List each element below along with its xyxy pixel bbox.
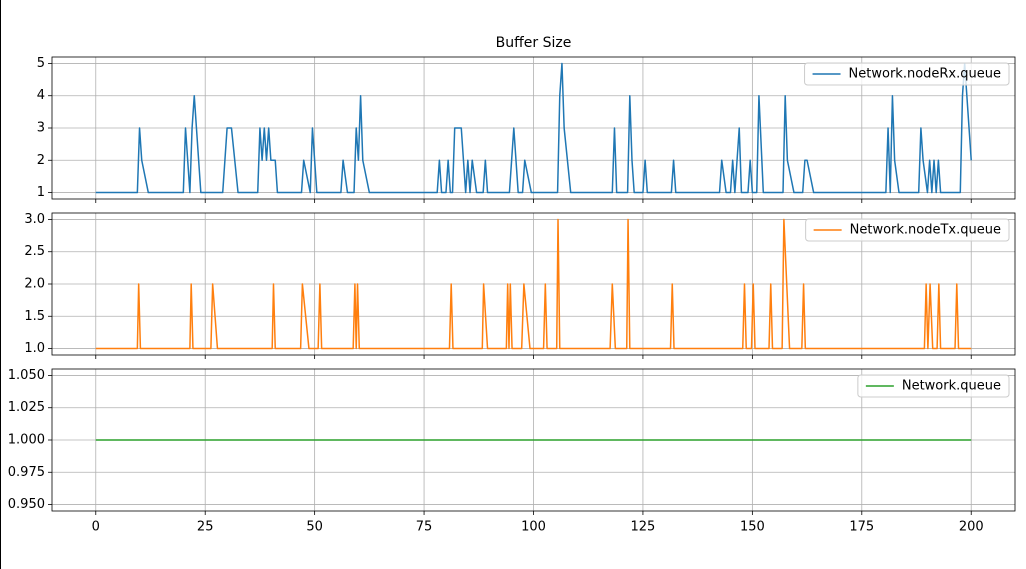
x-tick-label: 0 (92, 520, 100, 535)
legend-box (857, 374, 1010, 398)
x-tick-label: 150 (740, 520, 765, 535)
x-tick-label: 75 (416, 520, 433, 535)
x-tick-label: 125 (631, 520, 656, 535)
legend-box (805, 218, 1010, 242)
y-tick-label: 1.025 (8, 400, 45, 415)
series-line (95, 218, 972, 350)
x-tick-label: 25 (197, 520, 214, 535)
y-tick-label: 1.000 (8, 433, 45, 448)
y-tick-label: 5 (37, 56, 45, 71)
series-line (95, 62, 972, 194)
legend: Network.queue (857, 374, 1010, 398)
y-tick-label: 3.0 (24, 212, 45, 227)
legend-label: Network.nodeRx.queue (849, 67, 1001, 82)
axes-frame (51, 56, 1016, 200)
y-tick-label: 4 (37, 88, 45, 103)
y-tick-label: 2.0 (24, 277, 45, 292)
legend-label: Network.queue (902, 379, 1001, 394)
axes-frame (51, 368, 1016, 512)
x-tick-label: 100 (521, 520, 546, 535)
x-tick-label: 50 (306, 520, 323, 535)
legend: Network.nodeTx.queue (805, 218, 1010, 242)
x-tick-label: 175 (849, 520, 874, 535)
y-tick-label: 1 (37, 185, 45, 200)
chart-title: Buffer Size (496, 35, 572, 51)
legend: Network.nodeRx.queue (804, 62, 1010, 86)
y-tick-label: 2 (37, 153, 45, 168)
y-tick-label: 2.5 (24, 244, 45, 259)
y-tick-label: 1.0 (24, 341, 45, 356)
y-tick-label: 1.5 (24, 309, 45, 324)
legend-label: Network.nodeTx.queue (850, 223, 1001, 238)
x-tick-label: 200 (959, 520, 984, 535)
axes-frame (51, 212, 1016, 356)
y-tick-label: 0.975 (8, 465, 45, 480)
y-tick-label: 1.050 (8, 368, 45, 383)
y-tick-label: 0.950 (8, 497, 45, 512)
legend-box (804, 62, 1010, 86)
y-tick-label: 3 (37, 121, 45, 136)
